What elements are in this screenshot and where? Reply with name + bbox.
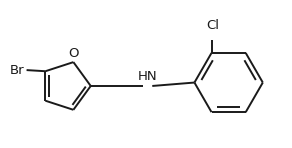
Text: HN: HN: [138, 70, 157, 83]
Text: Cl: Cl: [206, 19, 219, 32]
Text: O: O: [69, 47, 79, 60]
Text: Br: Br: [10, 64, 25, 77]
